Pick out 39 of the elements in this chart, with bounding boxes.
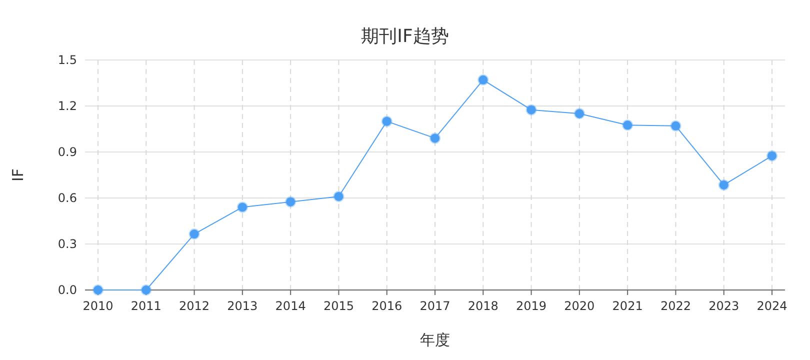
y-tick-label: 0.6 bbox=[58, 191, 77, 205]
point bbox=[140, 284, 152, 296]
x-axis-title: 年度 bbox=[420, 331, 450, 349]
point bbox=[670, 120, 682, 132]
point bbox=[430, 132, 440, 144]
point bbox=[718, 179, 730, 190]
point bbox=[188, 228, 200, 240]
y-tick-label: 1.5 bbox=[58, 53, 77, 67]
x-tick-label: 2017 bbox=[420, 299, 450, 313]
point bbox=[285, 196, 296, 208]
x-tick-label: 2013 bbox=[227, 299, 258, 313]
point bbox=[381, 116, 392, 127]
x-tick-label: 2010 bbox=[82, 299, 114, 313]
x-tick-label: 2014 bbox=[275, 299, 306, 313]
x-tick-label: 2024 bbox=[756, 299, 788, 313]
y-axis-title: IF bbox=[9, 168, 27, 182]
x-tick-label: 2023 bbox=[708, 299, 740, 313]
point bbox=[92, 284, 104, 296]
y-tick-label: 0.9 bbox=[58, 145, 77, 159]
point bbox=[478, 74, 489, 86]
y-tick-label: 1.2 bbox=[58, 99, 77, 113]
y-tick-label: 0.3 bbox=[58, 237, 77, 251]
x-tick-label: 2022 bbox=[660, 299, 691, 313]
point bbox=[574, 108, 585, 120]
x-tick-label: 2016 bbox=[372, 299, 402, 313]
x-tick-label: 2021 bbox=[612, 299, 643, 313]
x-tick-label: 2011 bbox=[130, 299, 162, 313]
point bbox=[526, 104, 537, 116]
point bbox=[766, 150, 778, 162]
x-tick-label: 2018 bbox=[468, 299, 498, 313]
y-tick-label: 0.0 bbox=[58, 283, 77, 297]
point bbox=[622, 120, 634, 131]
point bbox=[333, 190, 344, 202]
x-tick-label: 2012 bbox=[179, 299, 210, 313]
x-tick-label: 2019 bbox=[516, 299, 547, 313]
x-tick-label: 2020 bbox=[564, 299, 595, 313]
chart-title: 期刊IF趋势 bbox=[361, 26, 449, 47]
x-tick-label: 2015 bbox=[323, 299, 354, 313]
point bbox=[236, 202, 248, 213]
